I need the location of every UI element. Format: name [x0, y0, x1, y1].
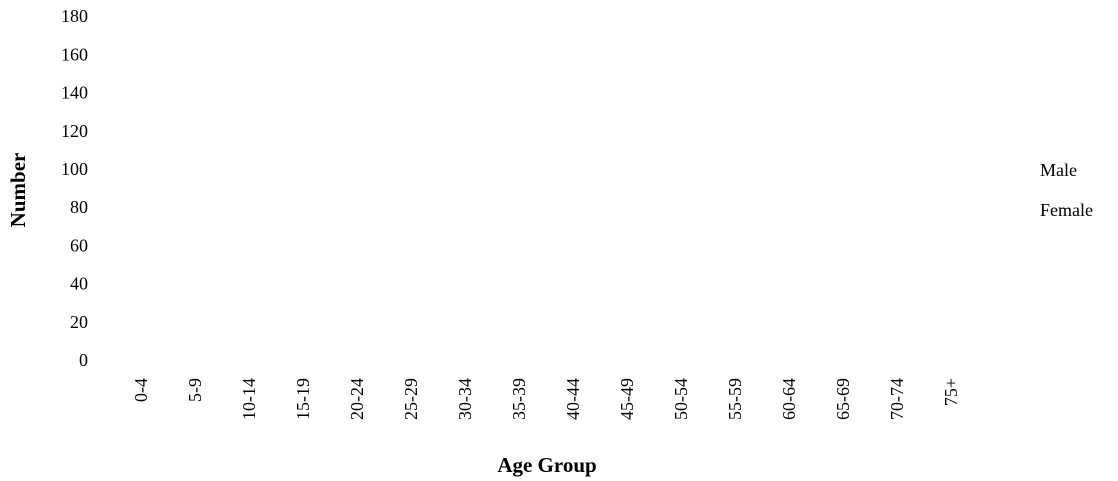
y-tick-label: 80 [70, 197, 88, 217]
x-tick-label: 55-59 [725, 378, 745, 420]
y-tick-label: 20 [70, 312, 88, 332]
x-tick-label: 30-34 [455, 378, 475, 420]
x-tick-label: 20-24 [347, 378, 367, 420]
x-tick-label: 65-69 [833, 378, 853, 420]
x-tick-label: 10-14 [239, 378, 259, 420]
x-tick-label: 70-74 [887, 378, 907, 420]
y-tick-label: 140 [61, 83, 88, 103]
x-tick-label: 50-54 [671, 378, 691, 420]
x-tick-label: 35-39 [509, 378, 529, 420]
legend-label: Male [1040, 160, 1077, 180]
y-tick-label: 60 [70, 235, 88, 255]
legend-label: Female [1040, 200, 1093, 220]
y-axis-title: Number [6, 153, 30, 228]
x-tick-label: 15-19 [293, 378, 313, 420]
x-axis-title: Age Group [497, 453, 596, 477]
y-tick-label: 120 [61, 121, 88, 141]
x-tick-label: 25-29 [401, 378, 421, 420]
y-tick-label: 0 [79, 350, 88, 370]
x-tick-label: 45-49 [617, 378, 637, 420]
x-tick-label: 40-44 [563, 378, 583, 420]
y-tick-label: 180 [61, 6, 88, 26]
x-tick-label: 60-64 [779, 378, 799, 420]
x-tick-label: 75+ [941, 378, 961, 406]
y-tick-label: 40 [70, 274, 88, 294]
x-tick-label: 5-9 [185, 378, 205, 402]
y-tick-label: 100 [61, 159, 88, 179]
x-tick-label: 0-4 [131, 378, 151, 402]
y-tick-label: 160 [61, 44, 88, 64]
